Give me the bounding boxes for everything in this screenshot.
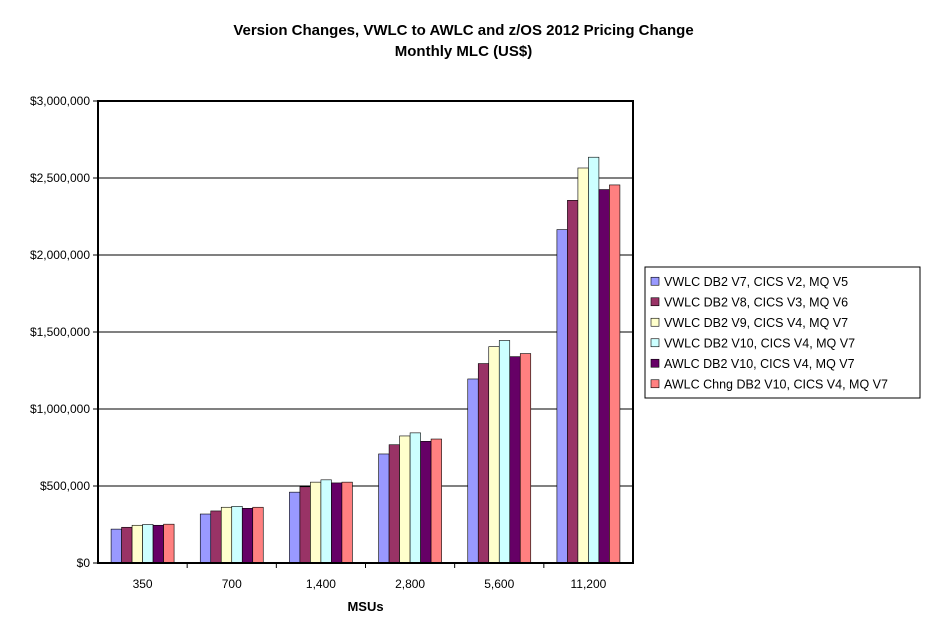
- bar: [331, 482, 343, 564]
- bar: [110, 528, 122, 564]
- bar: [142, 524, 154, 564]
- bar: [430, 438, 442, 564]
- legend-box: [644, 266, 921, 399]
- chart-title: Version Changes, VWLC to AWLC and z/OS 2…: [233, 22, 694, 39]
- bar: [231, 506, 243, 564]
- bar: [378, 453, 390, 564]
- y-tick-label: $2,000,000: [30, 248, 90, 262]
- bar: [598, 189, 610, 564]
- bar: [299, 486, 311, 564]
- bar: [519, 353, 532, 564]
- x-tick-label: 1,400: [306, 577, 336, 591]
- bar: [289, 491, 301, 564]
- legend-label: VWLC DB2 V10, CICS V4, MQ V7: [664, 336, 855, 350]
- bar: [210, 510, 222, 564]
- bar: [477, 363, 490, 564]
- legend-label: AWLC DB2 V10, CICS V4, MQ V7: [664, 357, 855, 371]
- legend-swatch: [650, 317, 660, 327]
- chart-subtitle: Monthly MLC (US$): [394, 43, 533, 60]
- bar: [488, 346, 500, 564]
- legend-swatch: [650, 379, 660, 389]
- bar: [567, 200, 579, 564]
- bar: [121, 526, 133, 564]
- bar: [163, 523, 175, 564]
- legend-label: VWLC DB2 V7, CICS V2, MQ V5: [664, 275, 848, 289]
- bar: [341, 481, 353, 564]
- x-tick-label: 2,800: [395, 577, 425, 591]
- x-tick-label: 350: [133, 577, 153, 591]
- bar: [399, 435, 411, 564]
- bar: [310, 481, 322, 564]
- x-axis-title: MSUs: [347, 599, 383, 614]
- y-tick-label: $1,500,000: [30, 325, 90, 339]
- bar: [588, 156, 600, 564]
- bar: [241, 508, 254, 564]
- y-tick-label: $1,000,000: [30, 402, 90, 416]
- legend-swatch: [650, 297, 660, 307]
- x-tick-label: 5,600: [484, 577, 514, 591]
- bar: [577, 167, 589, 564]
- legend-label: AWLC Chng DB2 V10, CICS V4, MQ V7: [664, 377, 888, 391]
- bar: [509, 356, 521, 564]
- bar: [420, 441, 432, 564]
- bar: [320, 479, 332, 564]
- legend-label: VWLC DB2 V8, CICS V3, MQ V6: [664, 295, 848, 309]
- bar: [199, 513, 212, 564]
- bar: [252, 506, 264, 564]
- bar: [609, 184, 621, 564]
- bar: [131, 524, 143, 564]
- legend-label: VWLC DB2 V9, CICS V4, MQ V7: [664, 316, 848, 330]
- legend-swatch: [650, 276, 660, 286]
- bar: [152, 524, 164, 564]
- bar: [467, 378, 479, 564]
- bar: [498, 340, 511, 564]
- bar: [388, 444, 400, 564]
- bar: [409, 432, 421, 564]
- y-tick-label: $500,000: [40, 479, 90, 493]
- y-tick-label: $0: [77, 556, 91, 570]
- legend-swatch: [650, 338, 660, 348]
- y-tick-label: $3,000,000: [30, 94, 90, 108]
- bar: [556, 229, 568, 564]
- bar: [220, 506, 233, 564]
- x-tick-label: 700: [222, 577, 242, 591]
- x-tick-label: 11,200: [571, 577, 607, 591]
- y-tick-label: $2,500,000: [30, 171, 90, 185]
- legend-swatch: [650, 358, 660, 368]
